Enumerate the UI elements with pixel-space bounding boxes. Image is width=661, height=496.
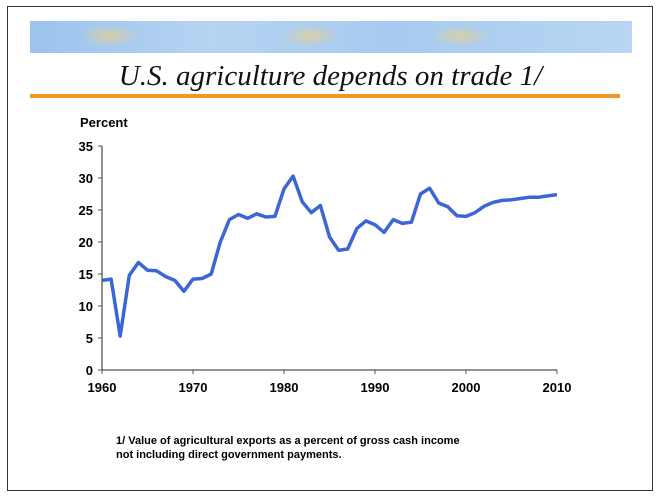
y-tick-label: 20 xyxy=(79,235,93,250)
y-tick-label: 10 xyxy=(79,299,93,314)
y-tick-label: 0 xyxy=(86,363,93,378)
x-tick-label: 2000 xyxy=(452,380,481,395)
footnote: 1/ Value of agricultural exports as a pe… xyxy=(116,434,460,462)
title-underline xyxy=(30,94,620,98)
x-tick-label: 1990 xyxy=(361,380,390,395)
slide-frame xyxy=(7,6,653,491)
decorative-banner xyxy=(30,21,632,53)
y-tick-label: 25 xyxy=(79,203,93,218)
y-tick-label: 15 xyxy=(79,267,93,282)
chart-title: U.S. agriculture depends on trade 1/ xyxy=(118,60,543,92)
x-tick-label: 1960 xyxy=(88,380,117,395)
y-tick-label: 5 xyxy=(86,331,93,346)
x-tick-label: 2010 xyxy=(543,380,572,395)
y-tick-label: 30 xyxy=(79,171,93,186)
x-tick-label: 1980 xyxy=(270,380,299,395)
footnote-line: 1/ Value of agricultural exports as a pe… xyxy=(116,435,460,447)
series-line xyxy=(101,174,558,338)
x-tick-label: 1970 xyxy=(179,380,208,395)
footnote-line: not including direct government payments… xyxy=(116,449,342,461)
y-axis-label: Percent xyxy=(80,115,128,130)
y-tick-label: 35 xyxy=(79,139,93,154)
